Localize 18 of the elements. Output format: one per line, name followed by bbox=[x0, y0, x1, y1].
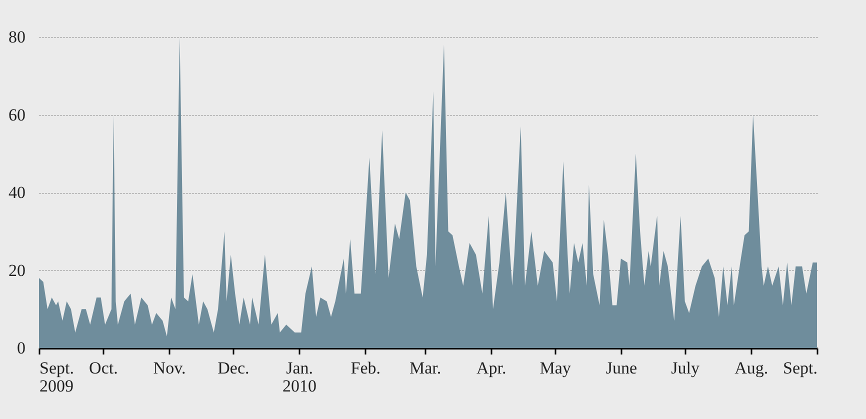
x-tick-label: Feb. bbox=[350, 358, 380, 378]
x-tick-label: June bbox=[606, 358, 637, 378]
x-tick-label: Sept. 2009 bbox=[40, 358, 74, 396]
x-tick-label: July bbox=[671, 358, 700, 378]
x-tick-label: Nov. bbox=[153, 358, 186, 378]
y-tick-label: 20 bbox=[8, 260, 26, 280]
x-tick-label: May bbox=[540, 358, 572, 378]
y-tick-label: 80 bbox=[8, 28, 26, 46]
x-tick-label: Sept. bbox=[783, 358, 818, 378]
y-tick-label: 60 bbox=[8, 105, 26, 124]
x-tick-label: Mar. bbox=[409, 358, 442, 378]
x-tick-label: Apr. bbox=[476, 358, 506, 378]
x-tick-label: Aug. bbox=[734, 358, 768, 378]
y-tick-label: 40 bbox=[8, 183, 26, 202]
x-tick-label: Oct. bbox=[89, 358, 118, 378]
x-tick-label: Dec. bbox=[218, 358, 250, 378]
x-tick-label: Jan. 2010 bbox=[282, 358, 317, 396]
y-tick-label: 0 bbox=[17, 338, 26, 358]
